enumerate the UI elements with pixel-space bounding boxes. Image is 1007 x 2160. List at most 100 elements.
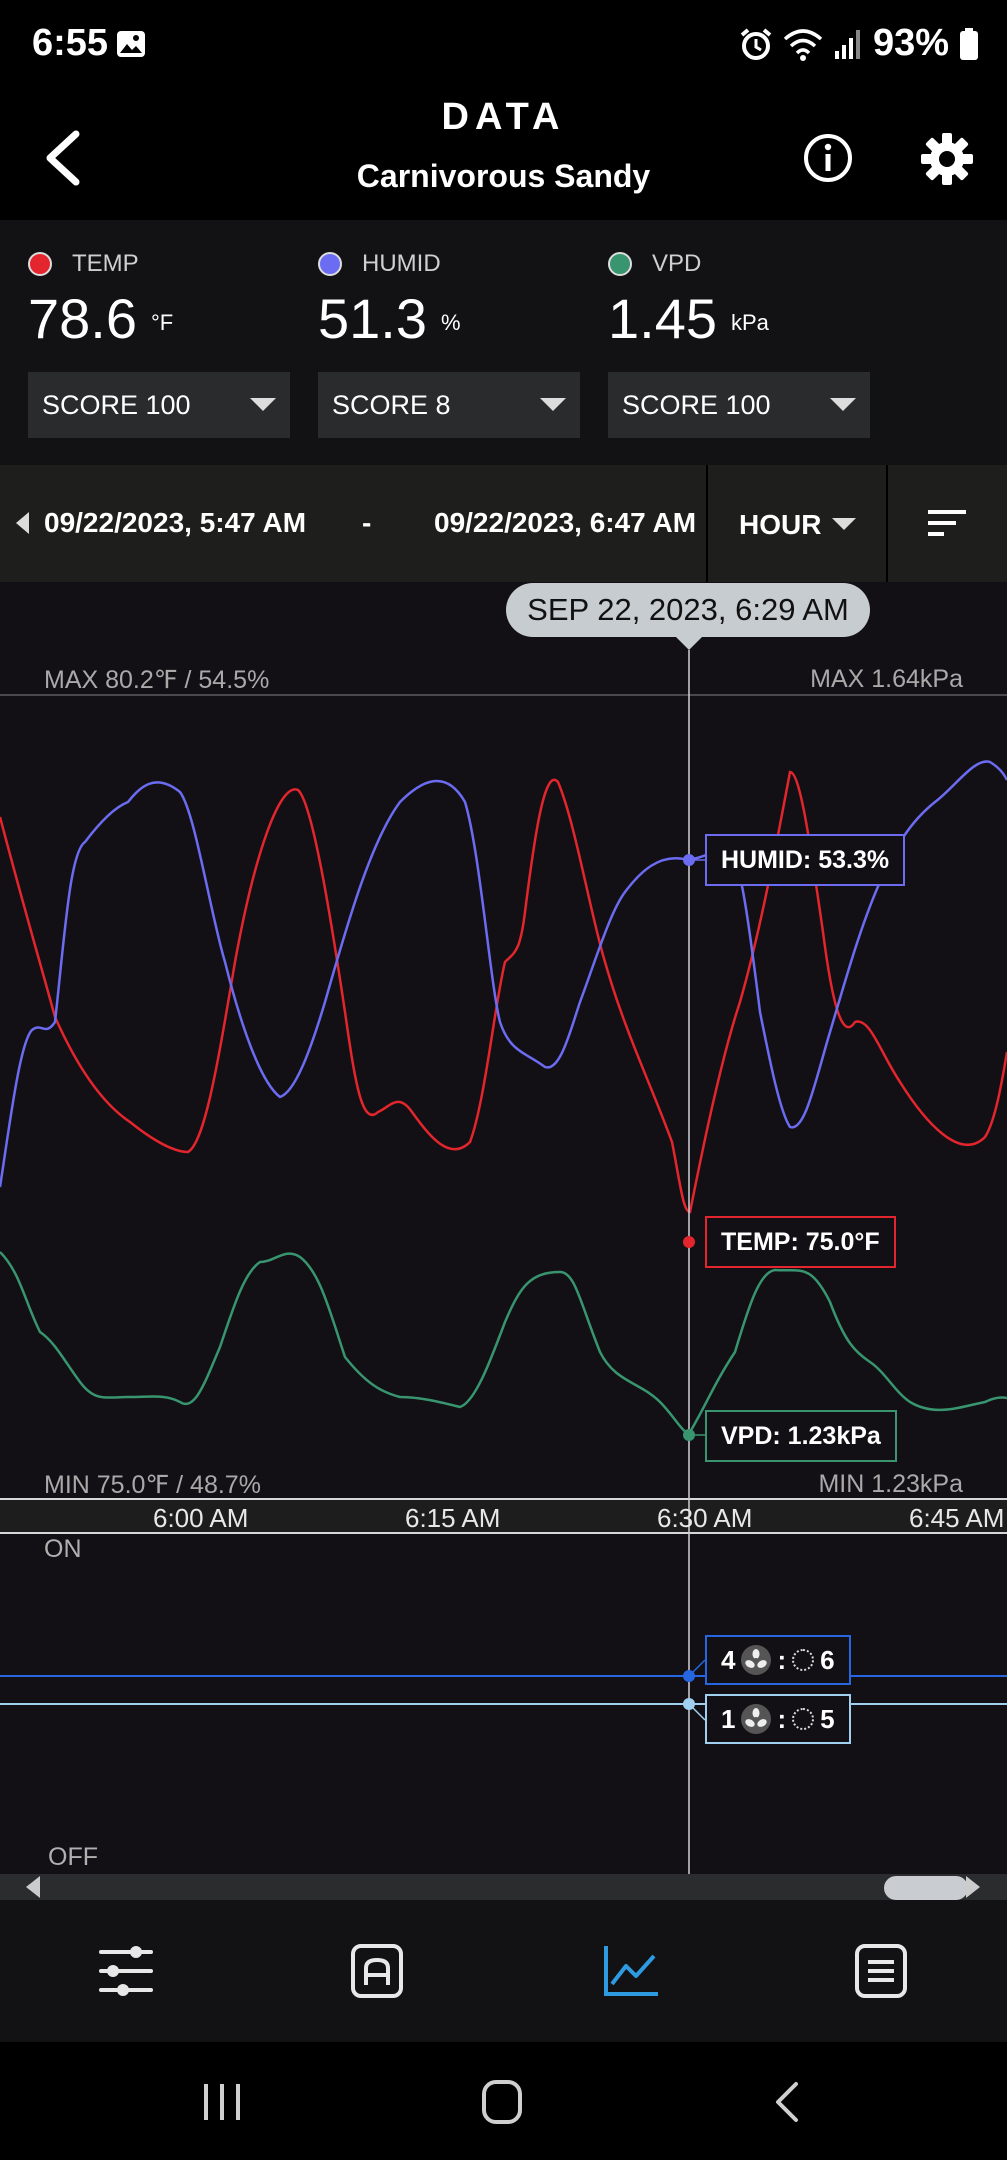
range-prev-icon[interactable] (16, 512, 29, 534)
recent-apps-icon (204, 2084, 240, 2120)
fan-icon (741, 1704, 772, 1734)
back-arrow-icon[interactable] (40, 130, 90, 186)
interval-label: HOUR (739, 509, 822, 540)
vpd-label: VPD (652, 250, 702, 277)
humid-series-line (0, 760, 1007, 1188)
range-end-date[interactable]: 09/22/2023, 6:47 AM (434, 507, 697, 538)
x-tick-label: 6:15 AM (405, 1503, 501, 1533)
auto-mode-icon (351, 1944, 403, 1998)
vpd-unit: kPa (731, 310, 769, 336)
temp-series-line (0, 770, 1007, 1214)
humid-value-box: HUMID: 53.3% (705, 834, 906, 886)
x-tick-label: 6:30 AM (657, 1503, 753, 1533)
vpd-series-line (0, 1251, 1007, 1435)
scroll-thumb[interactable] (884, 1876, 968, 1900)
range-start-date[interactable]: 09/22/2023, 5:47 AM (44, 507, 307, 538)
humid-score-dropdown[interactable]: SCORE 8 (318, 372, 580, 438)
header-bar (0, 90, 1007, 220)
max-right-label: MAX 1.64kPa (810, 665, 963, 693)
range-separator: - (362, 507, 372, 538)
nav-controls[interactable] (91, 1940, 161, 2002)
humid-unit: % (441, 310, 461, 336)
nav-log[interactable] (846, 1940, 916, 2002)
vpd-score-dropdown[interactable]: SCORE 100 (608, 372, 870, 438)
temp-cursor-point (683, 1236, 695, 1248)
temp-score-dropdown[interactable]: SCORE 100 (28, 372, 290, 438)
signal-icon (834, 29, 860, 59)
device-name: Carnivorous Sandy (356, 158, 651, 194)
divider (886, 465, 888, 582)
sort-button[interactable] (888, 465, 1007, 582)
temp-label: TEMP (72, 250, 139, 277)
status-bar (0, 0, 1007, 90)
sliders-icon (99, 1946, 153, 1996)
temp-value: 78.6 °F (28, 287, 174, 350)
fan2-speed: 5 (820, 1703, 835, 1734)
log-list-icon (855, 1944, 907, 1998)
back-icon (776, 2082, 798, 2122)
x-tick-label: 6:45 AM (909, 1503, 1005, 1533)
home-icon (482, 2080, 522, 2124)
vpd-value: 1.45 kPa (608, 287, 769, 350)
tooltip-date: SEP 22, 2023, 6:29 AM (506, 583, 870, 637)
humid-legend-dot (318, 252, 342, 276)
vpd-value-box: VPD: 1.23kPa (705, 1410, 897, 1462)
humid-label: HUMID (362, 250, 441, 277)
temp-score-label: SCORE 100 (42, 390, 191, 420)
system-nav-bar (0, 2042, 1007, 2160)
min-right-label: MIN 1.23kPa (818, 1470, 963, 1498)
fan2-connector (688, 1703, 706, 1721)
x-tick-label: 6:00 AM (153, 1503, 249, 1533)
chevron-down-icon (540, 398, 566, 411)
fan1-box: 4 : 6 (705, 1635, 851, 1685)
info-icon[interactable] (802, 132, 854, 184)
speed-ring-icon (792, 1649, 815, 1671)
humid-score-label: SCORE 8 (332, 390, 451, 420)
home-button[interactable] (472, 2078, 532, 2126)
status-time: 6:55 (32, 22, 109, 64)
max-left-label: MAX 80.2℉ / 54.5% (44, 666, 270, 694)
system-back-button[interactable] (758, 2078, 818, 2126)
temp-legend-dot (28, 252, 52, 276)
divider (706, 465, 708, 582)
sort-icon (928, 510, 966, 536)
gear-icon[interactable] (920, 132, 974, 186)
page-title: DATA (441, 96, 566, 138)
off-label: OFF (48, 1843, 98, 1871)
nav-chart[interactable] (594, 1940, 664, 2002)
chevron-down-icon (830, 398, 856, 411)
chart-scrollbar[interactable] (0, 1874, 1007, 1900)
humid-value: 51.3% (318, 287, 461, 350)
min-left-label: MIN 75.0℉ / 48.7% (44, 1471, 261, 1499)
fan1-connector (688, 1659, 706, 1677)
battery-percent: 93% (872, 22, 949, 64)
wifi-icon (783, 28, 823, 61)
bottom-nav (0, 1900, 1007, 2042)
speed-ring-icon (792, 1708, 815, 1730)
scroll-right-icon[interactable] (966, 1876, 980, 1898)
recent-apps-button[interactable] (192, 2078, 252, 2126)
fan1-speed: 6 (820, 1644, 835, 1675)
chevron-down-icon (250, 398, 276, 411)
fan2-on-count: 1 (721, 1703, 736, 1734)
fan2-box: 1 : 5 (705, 1694, 851, 1744)
temp-value-box: TEMP: 75.0°F (705, 1216, 896, 1268)
temp-unit: °F (151, 310, 174, 336)
on-label: ON (44, 1535, 82, 1563)
time-axis-band (0, 1499, 1007, 1533)
fan1-on-count: 4 (721, 1644, 736, 1675)
fan-icon (741, 1645, 772, 1675)
status-icons: 93% (739, 22, 979, 65)
vpd-legend-dot (608, 252, 632, 276)
scroll-left-icon[interactable] (26, 1876, 40, 1898)
fan2-separator: : (777, 1703, 787, 1734)
battery-icon (960, 27, 978, 60)
chart-icon (604, 1946, 658, 1996)
nav-auto-mode[interactable] (342, 1940, 412, 2002)
alarm-icon (740, 27, 772, 60)
vpd-score-label: SCORE 100 (622, 390, 771, 420)
chevron-down-icon (832, 518, 856, 530)
fan1-separator: : (777, 1644, 787, 1675)
gallery-icon (117, 31, 145, 57)
tooltip-tail (675, 636, 703, 650)
